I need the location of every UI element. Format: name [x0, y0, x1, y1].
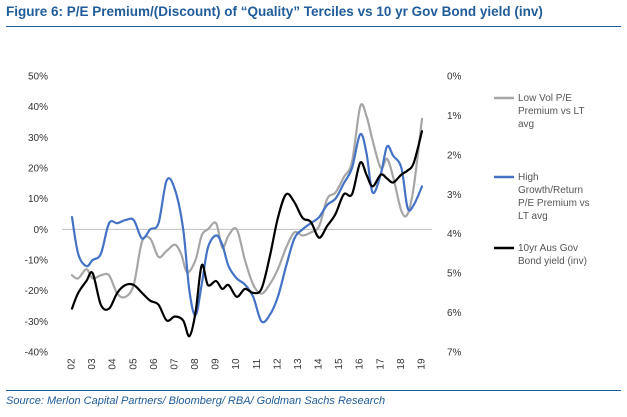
right-tick-label: 4% [447, 229, 462, 240]
legend-label: LT avg [518, 211, 548, 222]
x-tick-label: 19 [417, 358, 428, 370]
x-tick-label: 18 [396, 358, 407, 370]
left-tick-label: -20% [25, 286, 48, 297]
left-tick-label: 0% [34, 225, 49, 236]
x-axis-ticks: 02 03 04 05 06 07 08 09 10 11 12 13 14 15 16 17 18 19 [67, 358, 428, 370]
x-tick-label: 07 [169, 358, 180, 370]
right-tick-label: 0% [447, 72, 462, 83]
right-tick-label: 5% [447, 269, 462, 280]
chart-svg: 50% 40% 30% 20% 10% 0% -10% -20% -30% -40% 0% 1% 2%… [25, 72, 590, 370]
legend-label: High [518, 172, 539, 183]
x-tick-label: 15 [334, 358, 345, 370]
bond-yield-series-line [70, 130, 424, 338]
left-tick-label: -10% [25, 256, 48, 267]
legend-label: Growth/Return [518, 185, 583, 196]
right-tick-label: 2% [447, 150, 462, 161]
x-tick-label: 02 [67, 358, 78, 370]
left-tick-label: 30% [28, 133, 48, 144]
x-tick-label: 03 [87, 358, 98, 370]
right-tick-label: 1% [447, 111, 462, 122]
legend-label: 10yr Aus Gov [518, 243, 578, 254]
x-tick-label: 17 [375, 358, 386, 370]
legend-label: Low Vol P/E [518, 93, 572, 104]
left-tick-label: 40% [28, 102, 48, 113]
left-tick-label: 20% [28, 164, 48, 175]
legend-label: Bond yield (inv) [518, 256, 587, 267]
low-vol-series-line [70, 102, 424, 299]
right-axis-ticks: 0% 1% 2% 3% 4% 5% 6% 7% [447, 72, 462, 359]
series-lines [70, 102, 424, 338]
left-tick-label: 10% [28, 194, 48, 205]
high-growth-series-line [70, 132, 424, 324]
title-divider [6, 26, 621, 27]
legend-label: P/E Premium vs [518, 198, 590, 209]
legend-label: avg [518, 119, 534, 130]
legend-label: Premium vs LT [518, 106, 585, 117]
x-tick-label: 04 [108, 358, 119, 370]
x-tick-label: 06 [149, 358, 160, 370]
legend: Low Vol P/E Premium vs LT avg High Growth/Re… [494, 93, 590, 267]
left-tick-label: 50% [28, 72, 48, 83]
x-tick-label: 14 [314, 358, 325, 370]
right-tick-label: 7% [447, 348, 462, 359]
x-tick-label: 05 [128, 358, 139, 370]
left-tick-label: -30% [25, 317, 48, 328]
source-note: Source: Merlon Capital Partners/ Bloombe… [6, 395, 386, 407]
right-tick-label: 6% [447, 308, 462, 319]
x-tick-label: 08 [190, 358, 201, 370]
source-divider [6, 390, 621, 391]
chart-title: Figure 6: P/E Premium/(Discount) of “Qua… [6, 4, 543, 19]
right-tick-label: 3% [447, 190, 462, 201]
x-tick-label: 12 [272, 358, 283, 370]
left-axis-ticks: 50% 40% 30% 20% 10% 0% -10% -20% -30% -40% [25, 72, 48, 359]
x-tick-label: 11 [252, 358, 263, 369]
x-tick-label: 10 [231, 358, 242, 370]
x-tick-label: 16 [355, 358, 366, 370]
left-tick-label: -40% [25, 348, 48, 359]
x-tick-label: 13 [293, 358, 304, 370]
x-tick-label: 09 [211, 358, 222, 370]
